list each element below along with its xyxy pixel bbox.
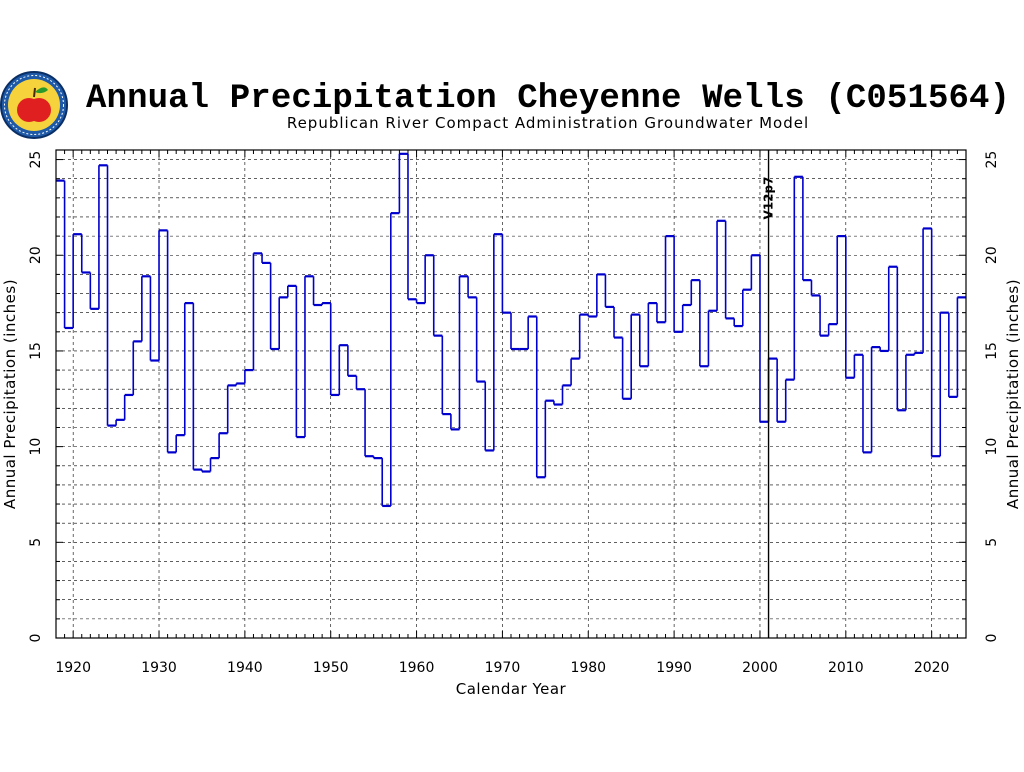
- annotation-layer: V12p7: [762, 150, 776, 638]
- plot-frame: [55, 149, 967, 639]
- apple-seal-logo: [0, 71, 68, 139]
- y-axis-left: 0 5 10 15 20 25: [28, 151, 63, 643]
- y-tick-label-left: 10: [28, 438, 44, 456]
- annotation-label: V12p7: [762, 177, 776, 220]
- x-tick-label: 1930: [141, 660, 177, 676]
- chart-title: Annual Precipitation Cheyenne Wells (C05…: [86, 80, 1010, 118]
- x-tick-label: 1960: [399, 660, 435, 676]
- x-tick-label: 2020: [914, 660, 950, 676]
- x-tick-label: 2010: [828, 660, 864, 676]
- series-layer: [56, 152, 966, 508]
- y-tick-label-left: 15: [28, 342, 44, 360]
- y-tick-label-right: 10: [984, 438, 1000, 456]
- x-tick-label: 1990: [656, 660, 692, 676]
- x-tick-label: 2000: [742, 660, 778, 676]
- y-tick-label-right: 0: [984, 634, 1000, 643]
- y-tick-label-right: 20: [984, 246, 1000, 264]
- x-tick-label: 1940: [227, 660, 263, 676]
- y-axis-right: 0 5 10 15 20 25: [959, 151, 1000, 643]
- x-axis-label: Calendar Year: [456, 680, 567, 698]
- x-tick-label: 1920: [55, 660, 91, 676]
- grid: [56, 150, 966, 638]
- x-tick-label: 1950: [313, 660, 349, 676]
- y-tick-label-right: 25: [984, 151, 1000, 169]
- y-tick-label-left: 20: [28, 246, 44, 264]
- x-tick-label: 1970: [485, 660, 521, 676]
- y-tick-label-left: 25: [28, 151, 44, 169]
- y-axis-label-right: Annual Precipitation (inches): [1004, 279, 1022, 509]
- chart-subtitle: Republican River Compact Administration …: [287, 114, 809, 132]
- y-tick-label-right: 5: [984, 538, 1000, 547]
- y-tick-label-right: 15: [984, 342, 1000, 360]
- x-tick-label: 1980: [570, 660, 606, 676]
- x-axis: 1920 1930 1940 1950 1960 1970 1980 1990 2000 2010…: [55, 150, 967, 676]
- y-tick-label-left: 5: [28, 538, 44, 547]
- y-axis-label-left: Annual Precipitation (inches): [1, 279, 19, 509]
- y-tick-label-left: 0: [28, 634, 44, 643]
